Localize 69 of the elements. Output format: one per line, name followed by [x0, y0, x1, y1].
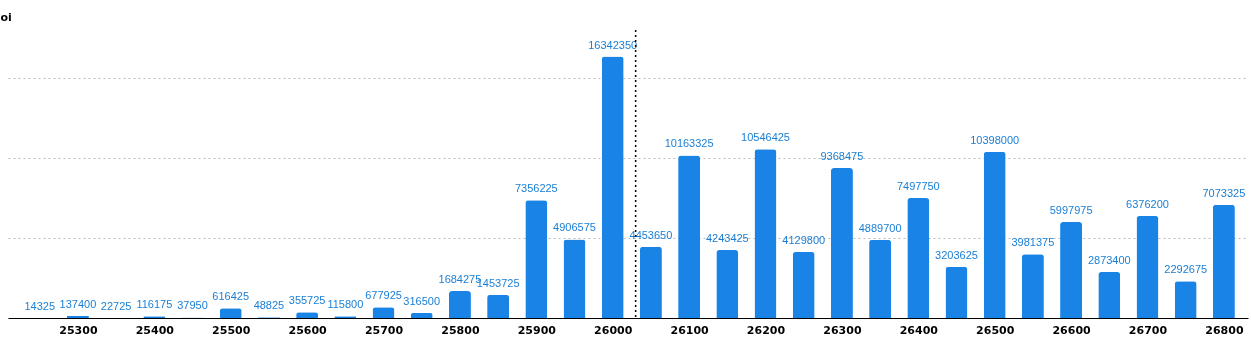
data-label: 10163325	[664, 137, 714, 150]
data-label: 7073325	[1202, 186, 1246, 199]
x-tick-label: 26000	[594, 323, 633, 337]
bar	[1098, 272, 1121, 318]
x-tick-label: 25300	[59, 323, 98, 337]
x-tick-label: 25700	[364, 323, 404, 337]
x-tick-label: 25900	[517, 323, 557, 337]
x-tick-label: 25400	[135, 323, 175, 337]
data-label: 3981375	[1011, 236, 1055, 249]
data-label: 7356225	[514, 182, 558, 195]
data-label: 4906575	[553, 221, 596, 234]
data-label: 9368475	[820, 150, 864, 163]
x-tick-label: 26600	[1052, 323, 1092, 337]
bar	[754, 149, 777, 318]
x-tick-label: 26700	[1128, 323, 1168, 337]
x-tick-label: 26400	[899, 323, 939, 337]
x-tick-label: 25600	[288, 323, 328, 337]
data-label: 3203625	[935, 248, 978, 261]
data-label: 10546425	[741, 131, 790, 144]
x-tick-label: 26200	[746, 323, 786, 337]
data-label: 16342350	[588, 38, 638, 51]
x-tick-label: 25500	[212, 323, 251, 337]
bar	[448, 291, 471, 318]
data-label: 677925	[365, 289, 402, 302]
bar	[945, 266, 968, 318]
bar	[678, 155, 701, 318]
bar	[792, 251, 815, 318]
x-tick-label: 26500	[976, 323, 1015, 337]
data-label: 37950	[177, 299, 208, 312]
bar	[907, 198, 930, 318]
data-label: 22725	[100, 299, 132, 312]
bar	[830, 168, 853, 318]
data-label: 6376200	[1126, 197, 1169, 210]
data-label: 4889700	[858, 221, 902, 234]
x-tick-label: 26300	[823, 323, 862, 337]
bar	[410, 312, 433, 318]
x-tick-label: 26100	[670, 323, 710, 337]
bar	[1021, 254, 1044, 318]
data-label: 4243425	[705, 232, 749, 245]
bar	[563, 239, 586, 318]
bar	[1136, 215, 1159, 318]
data-label: 10398000	[970, 133, 1020, 146]
data-label: 7497750	[896, 180, 940, 193]
data-label: 2292675	[1164, 263, 1208, 276]
bar	[1212, 204, 1235, 318]
bar	[716, 250, 739, 318]
bar	[639, 246, 662, 318]
data-label: 4129800	[782, 233, 826, 246]
data-label: 355725	[288, 294, 326, 307]
bar	[983, 151, 1006, 318]
x-tick-label: 26800	[1205, 323, 1244, 337]
y-axis-title: oi	[0, 10, 12, 24]
bar	[601, 56, 624, 318]
data-label: 14325	[24, 299, 56, 312]
bar	[1060, 222, 1083, 318]
bar	[525, 200, 548, 318]
bar	[869, 239, 892, 318]
data-label: 616425	[212, 290, 250, 303]
data-label: 316500	[403, 294, 441, 307]
data-label: 115800	[327, 298, 364, 311]
data-label: 5997975	[1049, 204, 1093, 217]
data-label: 137400	[59, 297, 97, 310]
data-label: 116175	[136, 298, 173, 311]
data-label: 4453650	[629, 228, 673, 241]
data-label: 2873400	[1087, 254, 1131, 267]
bar	[1174, 281, 1197, 318]
x-tick-label: 25800	[441, 323, 480, 337]
data-label: 48825	[253, 299, 285, 312]
bar	[487, 294, 510, 318]
